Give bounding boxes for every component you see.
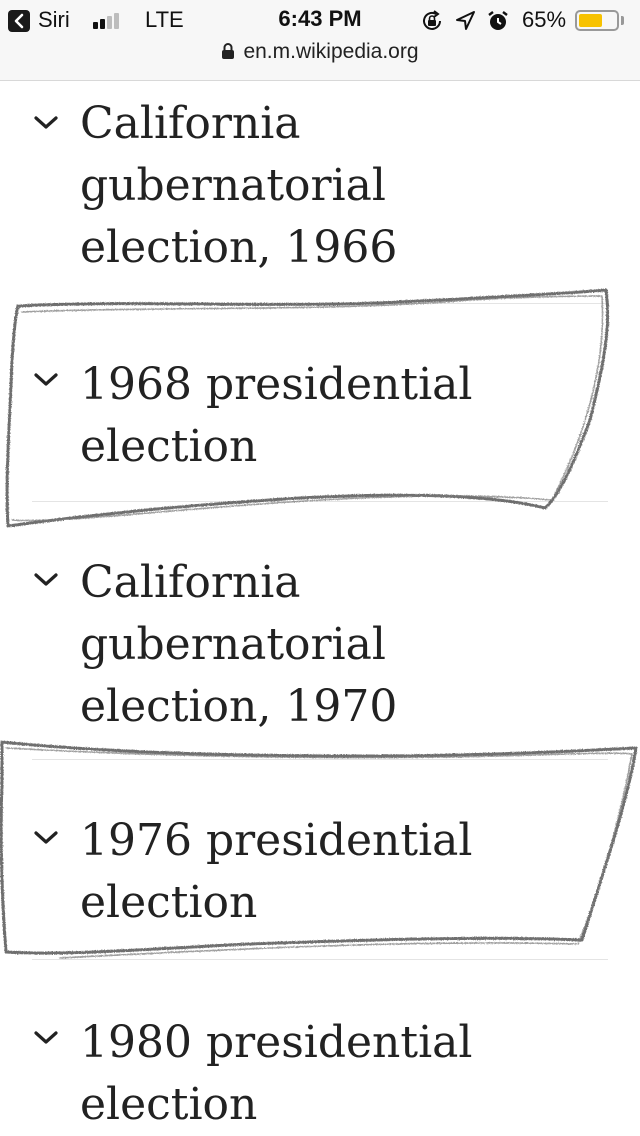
- back-to-app-button[interactable]: [8, 10, 30, 32]
- section-title: 1976 presidential election: [80, 815, 473, 928]
- battery-level: [579, 14, 602, 27]
- chevron-down-icon: [34, 1031, 58, 1044]
- network-type: LTE: [145, 7, 184, 32]
- location-icon: [456, 11, 475, 30]
- divider: [32, 959, 608, 960]
- section-title: 1968 presidential election: [80, 359, 473, 472]
- chevron-down-icon: [34, 373, 58, 386]
- alarm-icon: [488, 11, 508, 30]
- battery-icon: [575, 10, 619, 31]
- back-app-label[interactable]: Siri: [38, 7, 70, 32]
- lock-icon: [222, 43, 235, 59]
- signal-strength-icon: [93, 13, 125, 29]
- battery-tip: [621, 16, 624, 25]
- section-title: California gubernatorial election, 1970: [80, 557, 398, 732]
- rotation-lock-icon: [423, 10, 441, 30]
- battery-percentage: 65%: [522, 7, 567, 32]
- chevron-down-icon: [34, 831, 58, 844]
- clock: 6:43 PM: [278, 6, 362, 31]
- chevron-left-icon: [14, 13, 24, 29]
- divider: [32, 759, 608, 760]
- divider: [32, 501, 608, 502]
- url-text: en.m.wikipedia.org: [243, 40, 419, 63]
- status-bar: Siri LTE 6:43 PM 65% en.m.wikip: [0, 0, 640, 81]
- section-title: California gubernatorial election, 1966: [80, 98, 398, 273]
- section-title: 1980 presidential election: [80, 1017, 473, 1130]
- chevron-down-icon: [34, 573, 58, 586]
- address-bar[interactable]: en.m.wikipedia.org: [0, 40, 640, 64]
- chevron-down-icon: [34, 116, 58, 129]
- divider: [32, 303, 608, 304]
